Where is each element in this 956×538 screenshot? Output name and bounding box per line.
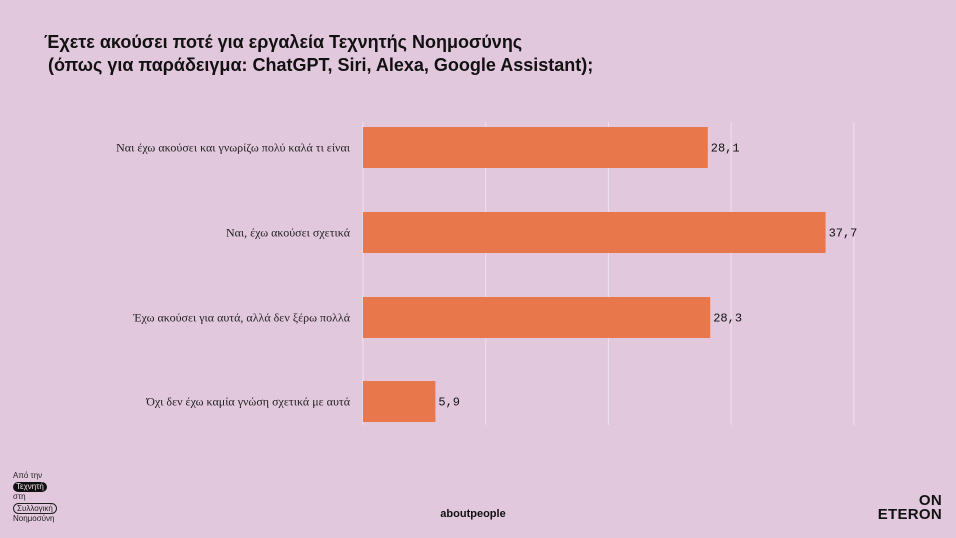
category-label-2: Έχω ακούσει για αυτά, αλλά δεν ξέρω πολλ… — [132, 311, 350, 325]
category-label-1: Ναι, έχω ακούσει σχετικά — [226, 226, 351, 240]
value-label-3: 5,9 — [438, 396, 460, 410]
value-label-2: 28,3 — [713, 312, 742, 326]
chart-title-line2: (όπως για παράδειγμα: ChatGPT, Siri, Ale… — [48, 55, 594, 75]
footer-tagline: Από την Τεχνητή στη Συλλογική Νοημοσύνη — [13, 471, 57, 525]
category-label-0: Ναι έχω ακούσει και γνωρίζω πολύ καλά τι… — [116, 141, 351, 155]
value-label-0: 28,1 — [711, 142, 740, 156]
chart-title-line1: Έχετε ακούσει ποτέ για εργαλεία Τεχνητής… — [44, 32, 523, 52]
bar-0 — [363, 127, 708, 168]
tagline-line3: στη — [13, 492, 26, 501]
on-eteron-logo: ON ETERON — [877, 492, 942, 523]
value-label-1: 37,7 — [829, 227, 858, 241]
aboutpeople-logo: aboutpeople — [440, 508, 506, 520]
logo-line1: ON — [918, 492, 942, 509]
tagline-line4: Συλλογική — [13, 502, 57, 514]
labels: Ναι έχω ακούσει και γνωρίζω πολύ καλά τι… — [116, 141, 857, 410]
tagline-line1: Από την — [13, 471, 43, 480]
bar-1 — [363, 212, 826, 253]
bar-2 — [363, 297, 711, 338]
bar-3 — [363, 381, 436, 422]
bars — [363, 127, 826, 422]
grid-lines — [362, 122, 855, 425]
logo-line2: ETERON — [877, 506, 942, 523]
chart-title: Έχετε ακούσει ποτέ για εργαλεία Τεχνητής… — [44, 31, 593, 77]
category-label-3: Όχι δεν έχω καμία γνώση σχετικά με αυτά — [145, 395, 351, 409]
tagline-line5: Νοημοσύνη — [13, 514, 55, 523]
tagline-line2: Τεχνητή — [13, 481, 47, 492]
